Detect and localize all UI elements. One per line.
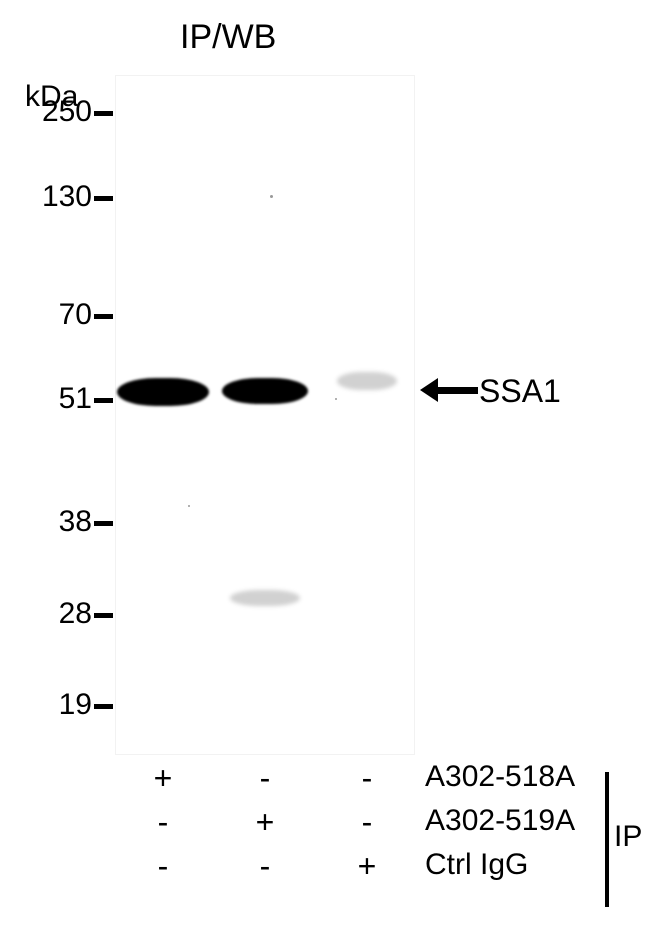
mw-marker-tick xyxy=(94,111,113,116)
band-strong xyxy=(117,378,209,406)
mw-marker-label: 28 xyxy=(22,597,92,631)
arrow-head-icon xyxy=(420,378,438,402)
antibody-row-label: A302-519A xyxy=(425,804,575,838)
lane-symbol: - xyxy=(347,804,387,841)
mw-marker-label: 70 xyxy=(22,298,92,332)
antibody-row-label: A302-518A xyxy=(425,760,575,794)
lane-symbol: - xyxy=(245,848,285,885)
mw-marker-label: 19 xyxy=(22,688,92,722)
lane-symbol: + xyxy=(143,760,183,797)
mw-marker-label: 250 xyxy=(22,95,92,129)
band-faint xyxy=(337,372,397,390)
ip-group-bar xyxy=(605,772,609,907)
arrow-shaft xyxy=(438,387,478,394)
speck xyxy=(335,398,337,400)
mw-marker-label: 51 xyxy=(22,382,92,416)
band-faint xyxy=(230,590,300,606)
speck xyxy=(270,195,273,198)
mw-marker-tick xyxy=(94,521,113,526)
target-protein-label: SSA1 xyxy=(479,373,561,410)
panel-title: IP/WB xyxy=(180,18,276,57)
blot-membrane xyxy=(115,75,415,755)
mw-marker-tick xyxy=(94,196,113,201)
mw-marker-label: 38 xyxy=(22,505,92,539)
speck xyxy=(188,505,190,507)
lane-symbol: - xyxy=(245,760,285,797)
ip-group-label: IP xyxy=(614,820,642,854)
band-strong xyxy=(222,378,308,404)
mw-marker-tick xyxy=(94,398,113,403)
lane-symbol: - xyxy=(347,760,387,797)
lane-symbol: - xyxy=(143,804,183,841)
mw-marker-tick xyxy=(94,314,113,319)
lane-symbol: + xyxy=(245,804,285,841)
mw-marker-tick xyxy=(94,613,113,618)
mw-marker-tick xyxy=(94,704,113,709)
lane-symbol: - xyxy=(143,848,183,885)
lane-symbol: + xyxy=(347,848,387,885)
antibody-row-label: Ctrl IgG xyxy=(425,848,528,882)
mw-marker-label: 130 xyxy=(22,180,92,214)
